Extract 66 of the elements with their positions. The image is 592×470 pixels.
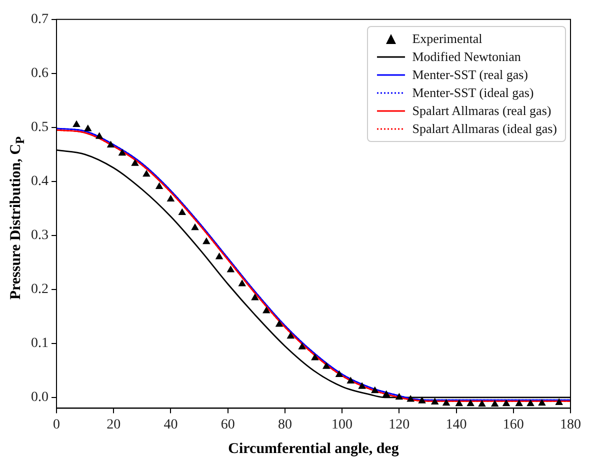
point	[538, 398, 546, 406]
point	[202, 237, 210, 244]
point	[322, 362, 330, 369]
point	[515, 399, 523, 406]
y-tick-label: 0.7	[31, 12, 48, 28]
point	[238, 280, 246, 286]
point	[311, 353, 319, 360]
point	[502, 399, 510, 406]
point	[166, 194, 175, 202]
y-tick-label: 0.5	[31, 120, 48, 136]
legend-label: Menter-SST (ideal gas)	[412, 84, 534, 102]
x-tick-label: 40	[164, 417, 178, 432]
legend-label: Experimental	[412, 30, 482, 48]
point	[406, 395, 414, 402]
point	[382, 390, 390, 397]
point	[118, 148, 126, 156]
point	[72, 120, 80, 127]
point	[455, 399, 464, 406]
x-tick-label: 140	[446, 417, 467, 432]
point	[490, 400, 499, 407]
point	[178, 208, 186, 215]
y-tick-label: 0.3	[31, 228, 48, 244]
x-tick-label: 0	[53, 417, 60, 432]
point	[251, 294, 259, 300]
legend-label: Menter-SST (real gas)	[412, 66, 528, 84]
legend-label: Spalart Allmaras (ideal gas)	[412, 120, 557, 138]
point	[442, 398, 450, 406]
point	[430, 398, 439, 405]
point	[215, 252, 224, 260]
legend-label: Modified Newtonian	[412, 48, 521, 66]
point	[555, 398, 563, 406]
y-tick-label: 0.2	[31, 282, 48, 298]
x-tick-label: 60	[220, 417, 235, 432]
point	[418, 396, 426, 404]
x-tick-label: 20	[106, 417, 121, 432]
y-tick-label: 0.1	[31, 336, 48, 352]
point	[335, 370, 344, 377]
point	[526, 399, 534, 406]
point	[286, 332, 295, 339]
point	[226, 265, 235, 272]
x-tick-label: 180	[560, 417, 581, 432]
point	[275, 320, 284, 327]
x-axis-title: Circumferential angle, deg	[228, 440, 400, 457]
point	[358, 382, 366, 389]
x-tick-label: 160	[502, 417, 524, 432]
point	[395, 392, 404, 400]
point	[298, 342, 306, 350]
point	[106, 140, 115, 148]
point	[466, 399, 474, 406]
x-tick-label: 100	[332, 417, 353, 432]
point	[262, 306, 270, 314]
y-tick-label: 0.6	[31, 66, 48, 82]
point	[95, 132, 104, 139]
point	[84, 124, 92, 132]
x-tick-label: 80	[278, 417, 292, 432]
point	[142, 170, 150, 177]
x-tick-label: 120	[388, 417, 410, 432]
point	[191, 223, 199, 230]
y-tick-label: 0.4	[31, 174, 48, 190]
legend-label: Spalart Allmaras (real gas)	[412, 102, 552, 120]
point	[478, 400, 486, 407]
y-tick-label: 0.0	[31, 390, 48, 406]
point	[346, 376, 355, 384]
point	[371, 386, 379, 394]
point	[155, 182, 164, 190]
point	[131, 159, 139, 166]
